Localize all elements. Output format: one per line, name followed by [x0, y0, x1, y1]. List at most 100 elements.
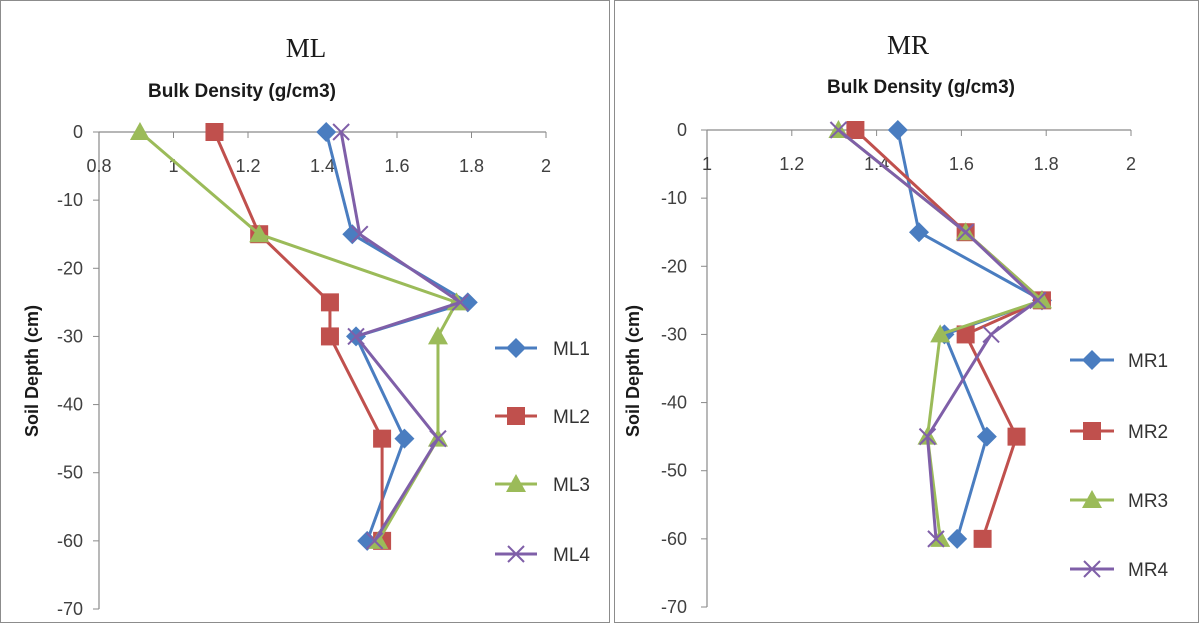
legend-item-ml2: ML2	[495, 407, 590, 428]
chart-marks	[828, 120, 1052, 549]
data-point-mr1	[887, 120, 908, 140]
data-point-ml2	[205, 123, 224, 141]
data-point-mr3	[930, 528, 951, 547]
y-tick-label: -30	[661, 324, 687, 344]
data-point-mr4	[956, 223, 975, 241]
legend-swatch-marker	[1083, 560, 1101, 578]
legend-item-mr2: MR2	[1070, 422, 1168, 443]
y-tick-label: -20	[57, 258, 83, 278]
series-line-ml3	[138, 130, 459, 542]
y-tick-label: -50	[57, 463, 83, 483]
data-point-ml2	[373, 429, 392, 448]
chart-panel-mr: MR Bulk Density (g/cm3) Soil Depth (cm) …	[614, 0, 1199, 623]
legend-item-ml3: ML3	[495, 474, 590, 496]
x-tick-label: 1.4	[310, 156, 335, 176]
legend-item-mr1: MR1	[1070, 350, 1168, 372]
chart-legend: MR1 MR2 MR3 MR4	[1070, 350, 1169, 581]
legend-swatch-marker	[1083, 422, 1101, 440]
x-tick-label: 1.8	[1034, 154, 1059, 174]
data-point-mr4	[982, 325, 1000, 344]
data-point-mr1	[947, 528, 968, 549]
chart-axes: 0.8 1 1.2 1.4 1.6 1.8 2 0 -10 -20 -30 -40 -50 -60 -70	[57, 122, 551, 619]
data-point-ml3	[368, 530, 389, 549]
legend-item-mr4: MR4	[1070, 560, 1169, 581]
data-point-ml1	[394, 428, 415, 449]
data-point-ml2	[320, 293, 339, 312]
data-point-mr4	[927, 530, 945, 548]
chart-ml-svg: ML Bulk Density (g/cm3) Soil Depth (cm) …	[22, 33, 590, 619]
data-point-ml2	[320, 327, 339, 346]
y-tick-label: -30	[57, 326, 83, 346]
legend-swatch-marker	[507, 407, 525, 425]
data-point-mr1	[909, 222, 929, 243]
chart-axes: 1 1.2 1.4 1.6 1.8 2 0 -10 -20 -30 -40 -50 -60 -70	[661, 120, 1136, 617]
data-point-ml1	[316, 122, 337, 142]
y-tick-label: -20	[661, 256, 687, 276]
legend-swatch-marker	[1082, 350, 1102, 370]
data-point-mr3	[1031, 290, 1052, 309]
y-axis-label: Soil Depth (cm)	[623, 305, 643, 437]
legend-swatch-marker	[1082, 490, 1102, 508]
legend-swatch-marker	[507, 545, 525, 563]
legend-label: MR3	[1128, 491, 1168, 512]
data-point-ml3	[129, 122, 150, 140]
chart-title: ML	[286, 33, 327, 63]
chart-mr-svg: MR Bulk Density (g/cm3) Soil Depth (cm) …	[623, 30, 1169, 617]
x-tick-label: 1.8	[459, 156, 484, 176]
data-point-mr4	[829, 121, 848, 139]
y-axis-label: Soil Depth (cm)	[22, 305, 42, 437]
data-point-mr3	[930, 324, 951, 343]
chart-title: MR	[887, 30, 929, 60]
data-point-ml1	[342, 224, 363, 245]
x-axis-label: Bulk Density (g/cm3)	[827, 77, 1015, 98]
x-tick-label: 1.6	[384, 156, 409, 176]
y-tick-label: 0	[677, 120, 687, 140]
y-tick-label: -70	[661, 597, 687, 617]
chart-legend: ML1 ML2 ML3 ML4	[495, 338, 590, 566]
data-point-ml4	[365, 532, 384, 550]
data-point-ml4	[451, 293, 470, 312]
y-tick-label: -50	[661, 461, 687, 481]
x-tick-label: 0.8	[86, 156, 111, 176]
x-tick-label: 1	[702, 154, 712, 174]
data-point-ml4	[347, 327, 365, 346]
x-tick-label: 1.2	[235, 156, 260, 176]
data-point-mr4	[1029, 291, 1047, 310]
legend-label: ML4	[553, 545, 590, 566]
legend-label: MR1	[1128, 351, 1168, 372]
series-line-mr4	[837, 128, 1040, 539]
x-tick-label: 2	[541, 156, 551, 176]
data-point-mr1	[976, 426, 997, 447]
y-tick-label: 0	[73, 122, 83, 142]
x-axis-label: Bulk Density (g/cm3)	[148, 81, 336, 102]
x-tick-label: 1.6	[949, 154, 974, 174]
chart-panel-ml: ML Bulk Density (g/cm3) Soil Depth (cm) …	[0, 0, 610, 623]
data-point-ml3	[249, 224, 270, 243]
chart-marks	[129, 122, 478, 551]
data-point-mr2	[1007, 427, 1026, 446]
y-tick-label: -10	[661, 188, 687, 208]
x-tick-label: 2	[1126, 154, 1136, 174]
y-tick-label: -10	[57, 190, 83, 210]
y-tick-label: -40	[661, 393, 687, 413]
legend-label: MR4	[1128, 560, 1169, 581]
data-point-ml4	[351, 225, 369, 243]
data-point-mr4	[918, 427, 937, 446]
y-tick-label: -60	[661, 529, 687, 549]
legend-label: ML2	[553, 407, 590, 428]
series-line-mr2	[854, 128, 1044, 540]
data-point-mr2	[846, 121, 865, 139]
legend-label: ML1	[553, 339, 590, 360]
data-point-ml4	[332, 123, 350, 141]
y-tick-label: -40	[57, 395, 83, 415]
data-point-ml4	[429, 429, 447, 448]
legend-item-ml1: ML1	[495, 338, 590, 360]
y-tick-label: -70	[57, 599, 83, 619]
series-line-ml4	[339, 131, 462, 542]
legend-swatch-marker	[506, 338, 526, 358]
series-line-ml2	[213, 131, 384, 541]
x-tick-label: 1.4	[864, 154, 889, 174]
data-point-mr2	[973, 529, 992, 548]
y-tick-label: -60	[57, 531, 83, 551]
data-point-ml3	[427, 326, 448, 345]
